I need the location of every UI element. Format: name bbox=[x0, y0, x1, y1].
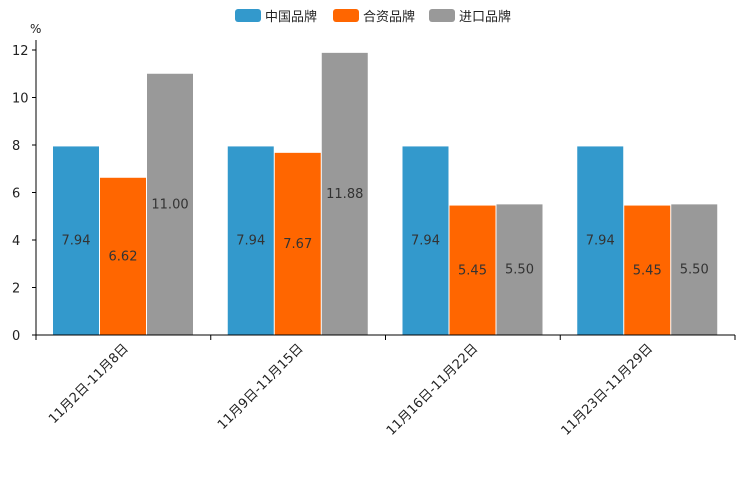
data-label: 7.94 bbox=[586, 234, 615, 249]
bar bbox=[671, 204, 718, 335]
legend-swatch bbox=[429, 9, 455, 22]
x-tick-label: 11月23日-11月29日 bbox=[559, 341, 656, 438]
data-label: 5.45 bbox=[458, 263, 487, 278]
bar bbox=[53, 146, 99, 335]
y-tick-label: 0 bbox=[12, 329, 20, 344]
x-tick-label: 11月2日-11月8日 bbox=[46, 341, 132, 427]
data-label: 7.94 bbox=[236, 234, 265, 249]
bar bbox=[100, 177, 146, 335]
y-tick-label: 12 bbox=[12, 44, 29, 59]
data-label: 7.67 bbox=[283, 237, 312, 252]
y-tick-label: 2 bbox=[12, 282, 20, 297]
y-tick-label: 8 bbox=[12, 139, 20, 154]
legend-swatch bbox=[235, 9, 261, 22]
legend-item: 进口品牌 bbox=[429, 9, 511, 25]
bar bbox=[577, 146, 624, 335]
legend-item: 中国品牌 bbox=[235, 9, 317, 25]
legend-label: 合资品牌 bbox=[363, 9, 415, 25]
y-tick-label: 4 bbox=[12, 234, 20, 249]
legend-item: 合资品牌 bbox=[333, 9, 415, 25]
legend-swatch bbox=[333, 9, 359, 22]
bar bbox=[496, 204, 543, 335]
y-axis: 0 2 4 6 8 10 12 bbox=[12, 40, 37, 344]
bar bbox=[321, 52, 368, 335]
y-axis-unit-label: % bbox=[30, 22, 41, 36]
data-label: 7.94 bbox=[411, 234, 440, 249]
data-label: 5.50 bbox=[680, 263, 709, 278]
x-tick-label: 11月9日-11月15日 bbox=[215, 341, 307, 433]
x-axis: 11月2日-11月8日 11月9日-11月15日 11月16日-11月22日 11月2… bbox=[35, 334, 736, 439]
y-tick-label: 6 bbox=[12, 187, 20, 202]
bar bbox=[274, 152, 321, 335]
data-label: 11.00 bbox=[151, 197, 188, 212]
legend: 中国品牌 合资品牌 进口品牌 bbox=[235, 9, 511, 25]
legend-label: 中国品牌 bbox=[265, 9, 317, 25]
bar bbox=[227, 146, 274, 335]
x-tick-label: 11月16日-11月22日 bbox=[384, 341, 481, 438]
bar bbox=[449, 205, 496, 335]
legend-label: 进口品牌 bbox=[459, 9, 511, 25]
bar bbox=[402, 146, 449, 335]
data-label: 11.88 bbox=[326, 187, 363, 202]
data-label: 5.50 bbox=[505, 263, 534, 278]
data-label: 6.62 bbox=[109, 249, 138, 264]
bar bbox=[624, 205, 671, 335]
y-tick-label: 10 bbox=[12, 92, 29, 107]
bar bbox=[147, 73, 193, 335]
data-label: 7.94 bbox=[62, 234, 91, 249]
bars: 7.94 6.62 11.00 7.94 7.67 11.88 7.94 5.45 5.50 7.… bbox=[53, 52, 718, 335]
data-label: 5.45 bbox=[633, 263, 662, 278]
